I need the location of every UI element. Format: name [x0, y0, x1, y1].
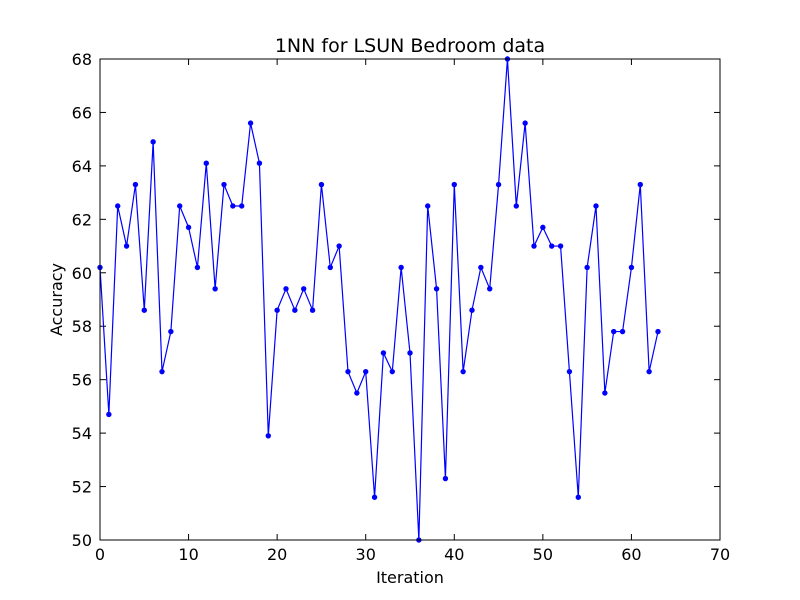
- y-tick-label: 64: [72, 157, 92, 176]
- data-point: [230, 203, 236, 209]
- data-point: [274, 307, 280, 313]
- data-point: [212, 286, 218, 292]
- data-point: [283, 286, 289, 292]
- x-tick-label: 20: [267, 545, 287, 564]
- data-point: [593, 203, 599, 209]
- x-axis-label: Iteration: [376, 568, 444, 587]
- data-point: [628, 264, 635, 271]
- y-axis-label: Accuracy: [47, 263, 66, 336]
- data-point: [239, 203, 245, 209]
- data-point: [256, 160, 263, 166]
- data-point: [301, 286, 307, 292]
- plot-frame: [99, 58, 721, 541]
- data-point: [584, 264, 590, 271]
- y-tick-label: 58: [72, 317, 92, 336]
- x-tick-label: 70: [710, 545, 730, 564]
- data-point: [611, 328, 617, 335]
- data-point: [309, 307, 316, 313]
- x-tick-label: 30: [356, 545, 376, 564]
- y-tick-label: 60: [72, 264, 92, 283]
- data-point: [602, 390, 608, 396]
- y-tick-label: 66: [72, 103, 92, 122]
- data-point: [549, 243, 555, 249]
- y-tick-label: 68: [72, 50, 92, 69]
- data-point: [451, 181, 457, 188]
- series-layer: [97, 56, 661, 543]
- y-tick-label: 50: [72, 531, 92, 550]
- y-tick-label: 54: [72, 424, 92, 443]
- series-line: [99, 58, 659, 541]
- data-point: [540, 224, 546, 231]
- data-point: [487, 286, 493, 292]
- data-point: [566, 368, 573, 375]
- data-point: [336, 243, 342, 249]
- data-point: [371, 494, 378, 500]
- chart-title: 1NN for LSUN Bedroom data: [275, 35, 545, 57]
- x-tick-label: 60: [621, 545, 641, 564]
- x-tick-label: 50: [533, 545, 553, 564]
- data-point: [380, 350, 387, 356]
- data-point: [531, 243, 537, 249]
- data-point: [513, 203, 519, 209]
- data-point: [150, 139, 156, 145]
- data-point: [177, 203, 183, 209]
- data-point: [345, 368, 351, 375]
- data-point: [292, 307, 298, 313]
- data-point: [575, 494, 581, 500]
- data-point: [469, 307, 475, 313]
- y-tick-label: 56: [72, 371, 92, 390]
- data-point: [557, 243, 564, 249]
- data-point: [389, 368, 395, 375]
- data-point: [522, 120, 528, 126]
- x-tick-label: 40: [444, 545, 464, 564]
- data-point: [132, 181, 139, 188]
- data-point: [433, 286, 440, 292]
- data-point: [646, 368, 652, 375]
- y-tick-label: 62: [72, 210, 92, 229]
- data-point: [194, 264, 201, 271]
- x-tick-label: 10: [178, 545, 198, 564]
- data-point: [655, 328, 661, 335]
- data-point: [141, 307, 147, 313]
- x-tick-label: 0: [95, 545, 105, 564]
- data-point: [354, 390, 360, 396]
- data-point: [159, 368, 165, 375]
- data-point: [495, 181, 502, 188]
- labels-layer: 0 10 20 30 40 50 60 70 50 52 54 56 58 60 62 64 66 68: [72, 50, 731, 564]
- data-point: [115, 203, 121, 209]
- data-point: [478, 264, 484, 271]
- data-point: [327, 264, 333, 271]
- data-point: [221, 181, 227, 188]
- data-point: [265, 433, 271, 439]
- data-point: [637, 181, 643, 188]
- y-tick-label: 52: [72, 478, 92, 497]
- data-point: [460, 368, 466, 375]
- data-point: [106, 411, 112, 418]
- data-point: [425, 203, 431, 209]
- data-point: [185, 224, 192, 231]
- data-point: [442, 475, 449, 482]
- data-point: [363, 368, 369, 375]
- data-point: [247, 120, 254, 126]
- data-point: [619, 328, 626, 335]
- data-point: [398, 264, 404, 271]
- data-point: [407, 350, 413, 356]
- data-point: [203, 160, 209, 166]
- data-point: [123, 243, 130, 249]
- data-point: [318, 181, 325, 188]
- data-point: [168, 328, 174, 335]
